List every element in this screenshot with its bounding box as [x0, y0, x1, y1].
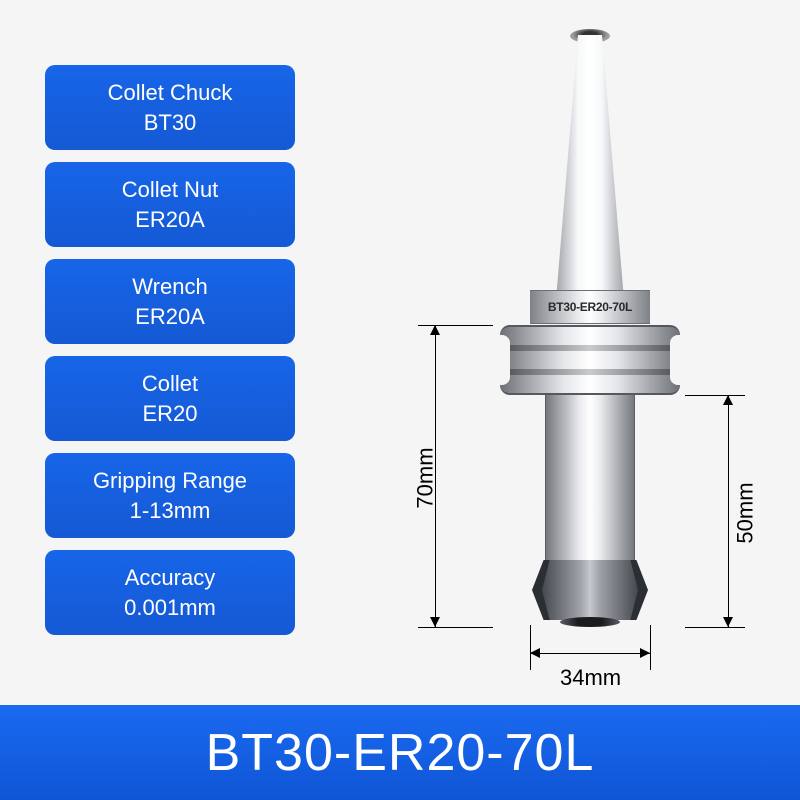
dim-ext-70-bot [418, 627, 493, 628]
collet-nut-face [542, 560, 638, 620]
dim-arrow-34-r [640, 648, 650, 658]
flange [500, 325, 680, 395]
engraving-text: BT30-ER20-70L [548, 300, 632, 314]
dim-arrow-70-up [430, 325, 440, 335]
spec-label: Collet Chuck [108, 78, 233, 108]
spec-box-wrench: Wrench ER20A [45, 259, 295, 344]
spec-value: ER20 [142, 399, 197, 429]
spec-box-accuracy: Accuracy 0.001mm [45, 550, 295, 635]
spec-box-collet-chuck: Collet Chuck BT30 [45, 65, 295, 150]
spec-value: BT30 [144, 108, 197, 138]
dim-arrow-50-up [723, 395, 733, 405]
title-bar: BT30-ER20-70L [0, 705, 800, 800]
spec-label: Collet [142, 369, 198, 399]
dim-label-34: 34mm [560, 665, 621, 691]
flange-notch-left [492, 335, 510, 385]
spec-label: Accuracy [125, 563, 215, 593]
spec-label: Gripping Range [93, 466, 247, 496]
dim-line-34 [530, 653, 650, 654]
dim-label-50: 50mm [733, 482, 759, 543]
dim-label-70: 70mm [413, 447, 439, 508]
dim-ext-50-bot [685, 627, 745, 628]
engraving-ring: BT30-ER20-70L [530, 290, 650, 324]
dim-line-50 [728, 395, 729, 627]
dim-arrow-70-down [430, 617, 440, 627]
spec-box-gripping-range: Gripping Range 1-13mm [45, 453, 295, 538]
spec-box-collet-nut: Collet Nut ER20A [45, 162, 295, 247]
dim-arrow-50-down [723, 617, 733, 627]
product-illustration: BT30-ER20-70L 70mm 50mm 34mm [400, 35, 780, 655]
spec-label: Collet Nut [122, 175, 219, 205]
spec-list: Collet Chuck BT30 Collet Nut ER20A Wrenc… [45, 65, 295, 635]
dim-ext-34-r [650, 625, 651, 670]
spec-value: ER20A [135, 302, 205, 332]
chuck-body [545, 395, 635, 565]
spec-value: 0.001mm [124, 593, 216, 623]
flange-notch-right [670, 335, 688, 385]
spec-label: Wrench [132, 272, 207, 302]
spec-value: 1-13mm [130, 496, 211, 526]
collet-nut-bore [560, 617, 620, 627]
collet-chuck-drawing: BT30-ER20-70L [490, 35, 690, 625]
dim-arrow-34-l [530, 648, 540, 658]
dim-ext-50-top [685, 395, 745, 396]
spec-value: ER20A [135, 205, 205, 235]
spec-box-collet: Collet ER20 [45, 356, 295, 441]
product-model-title: BT30-ER20-70L [206, 723, 595, 783]
taper-shank [550, 35, 630, 295]
